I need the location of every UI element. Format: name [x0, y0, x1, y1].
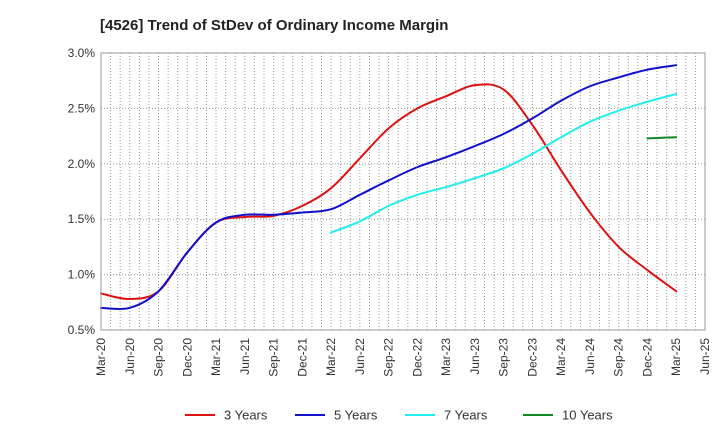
x-tick-label: Mar-24: [554, 338, 568, 376]
legend-item-10-years: 10 Years: [523, 408, 613, 423]
x-tick-label: Sep-21: [267, 338, 281, 377]
x-tick-label: Dec-24: [640, 338, 654, 377]
x-tick-label: Mar-22: [324, 338, 338, 376]
x-tick-label: Jun-23: [468, 338, 482, 375]
x-tick-label: Mar-20: [94, 338, 108, 376]
x-tick-label: Mar-21: [209, 338, 223, 376]
legend-item-3-years: 3 Years: [185, 408, 268, 423]
x-tick-label: Jun-20: [123, 338, 137, 375]
legend: 3 Years 5 Years 7 Years 10 Years: [185, 408, 613, 423]
x-tick-label: Jun-24: [583, 338, 597, 375]
y-tick-label: 2.5%: [68, 101, 96, 115]
x-tick-label: Mar-25: [669, 338, 683, 376]
x-tick-label: Dec-23: [525, 338, 539, 377]
x-axis: Mar-20 Jun-20 Sep-20 Dec-20 Mar-21 Jun-21 Sep-…: [94, 338, 712, 377]
y-tick-label: 1.0%: [68, 268, 96, 282]
series-line-5-years: [100, 64, 678, 311]
plot-frame: [100, 52, 706, 331]
series-line-10-years: [646, 136, 678, 140]
y-tick-label: 0.5%: [68, 323, 96, 337]
x-tick-label: Mar-23: [439, 338, 453, 376]
plot-area: [101, 53, 705, 330]
x-tick-label: Jun-25: [698, 338, 712, 375]
legend-label: 5 Years: [334, 408, 378, 423]
x-tick-label: Jun-21: [238, 338, 252, 375]
x-tick-label: Jun-22: [353, 338, 367, 375]
x-tick-label: Dec-22: [410, 338, 424, 377]
x-tick-label: Sep-24: [612, 338, 626, 377]
y-tick-label: 1.5%: [68, 212, 96, 226]
y-tick-label: 2.0%: [68, 157, 96, 171]
legend-label: 3 Years: [224, 408, 268, 423]
chart-title: [4526] Trend of StDev of Ordinary Income…: [100, 17, 448, 34]
legend-item-7-years: 7 Years: [405, 408, 488, 423]
legend-label: 7 Years: [444, 408, 488, 423]
series-lines: [100, 64, 678, 311]
x-tick-label: Dec-21: [295, 338, 309, 377]
legend-label: 10 Years: [562, 408, 613, 423]
y-tick-label: 3.0%: [68, 46, 96, 60]
x-tick-label: Dec-20: [180, 338, 194, 377]
legend-item-5-years: 5 Years: [295, 408, 378, 423]
y-axis: 0.5% 1.0% 1.5% 2.0% 2.5% 3.0%: [68, 46, 96, 337]
x-tick-label: Sep-22: [382, 338, 396, 377]
x-tick-label: Sep-23: [497, 338, 511, 377]
series-line-7-years: [330, 93, 678, 234]
x-tick-label: Sep-20: [152, 338, 166, 377]
